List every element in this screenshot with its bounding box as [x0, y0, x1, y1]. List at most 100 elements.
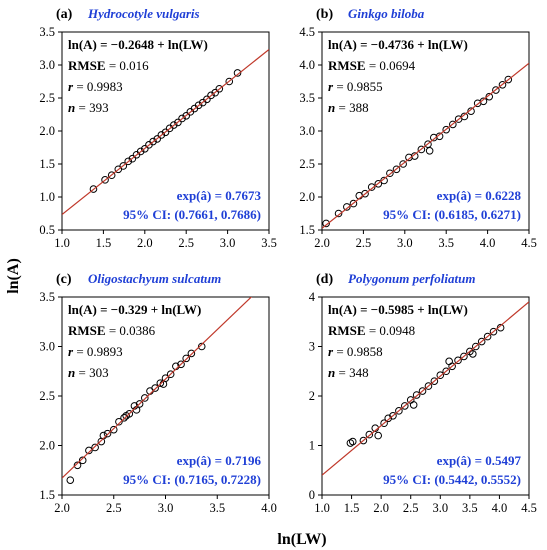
data-point [445, 357, 453, 366]
data-point [460, 352, 468, 361]
panel-d: 1.0 1.5 2.0 2.5 3.0 3.5 4.0 4.5 0 1 2 3 4(d) Polygonu… [309, 271, 537, 515]
data-point [166, 370, 175, 379]
data-point [177, 360, 185, 369]
data-point [135, 400, 144, 408]
data-point [418, 387, 427, 395]
data-point [141, 145, 149, 153]
y-tick-label: 2.0 [39, 124, 55, 138]
data-point [380, 419, 388, 428]
x-tick-label: 2.5 [106, 501, 122, 515]
data-point [435, 132, 444, 141]
x-tick-label: 2.5 [178, 236, 194, 250]
equation-label: ln(A) = −0.329 + ln(LW) [68, 302, 201, 317]
data-point [429, 133, 438, 142]
x-tick-label: 4.5 [521, 236, 537, 250]
x-axis-title: ln(LW) [277, 531, 326, 548]
species-title: Ginkgo biloba [348, 6, 425, 21]
data-point [442, 125, 451, 134]
y-tick-label: 2.5 [39, 389, 55, 403]
y-tick-label: 3.0 [39, 58, 55, 72]
rmse-label: RMSE = 0.0386 [68, 323, 156, 338]
data-point [91, 443, 99, 452]
y-tick-label: 4.5 [299, 25, 315, 39]
rmse-label: RMSE = 0.0948 [328, 323, 415, 338]
x-tick-label: 1.0 [314, 501, 330, 515]
x-tick-label: 2.0 [137, 236, 153, 250]
y-tick-label: 3.5 [39, 25, 55, 39]
x-tick-label: 2.0 [373, 501, 389, 515]
data-point [194, 101, 203, 110]
x-tick-label: 3.5 [438, 236, 454, 250]
fit-line [62, 297, 253, 479]
data-point [367, 183, 376, 191]
x-tick-label: 1.5 [344, 501, 360, 515]
data-point [405, 153, 413, 162]
x-tick-label: 3.5 [462, 501, 478, 515]
ci-label: 95% CI: (0.7165, 0.7228) [123, 472, 261, 487]
data-point [103, 429, 112, 438]
exp-label: exp(â) = 0.7673 [177, 188, 262, 203]
data-point [149, 137, 157, 146]
data-point [410, 152, 419, 160]
data-point [153, 135, 162, 143]
data-point [343, 203, 351, 211]
y-tick-label: 4.0 [299, 58, 315, 72]
y-tick-label: 2.0 [39, 439, 55, 453]
y-tick-label: 3.0 [39, 340, 55, 354]
x-tick-label: 1.0 [54, 236, 70, 250]
data-point [225, 77, 234, 86]
data-point [334, 209, 343, 218]
data-point [109, 425, 118, 434]
data-point [141, 394, 149, 402]
fit-line [322, 62, 529, 229]
data-point [85, 446, 93, 455]
y-tick-label: 1.5 [299, 223, 315, 237]
y-tick-label: 2.5 [39, 91, 55, 105]
data-point [361, 189, 369, 198]
panel-c: 2.0 2.5 3.0 3.5 4.01.52.02.53.03.5(c) Oligost… [39, 271, 276, 515]
data-point [498, 81, 507, 89]
n-label: n = 303 [68, 365, 109, 380]
r-label: r = 0.9893 [68, 344, 123, 359]
data-point [386, 169, 394, 178]
data-point [374, 431, 382, 440]
data-point [384, 414, 393, 423]
data-point [359, 436, 368, 445]
x-tick-label: 2.0 [314, 236, 330, 250]
fit-line [62, 49, 269, 215]
data-point [365, 430, 374, 439]
y-tick-label: 1.5 [39, 488, 55, 502]
data-point [399, 160, 407, 168]
r-label: r = 0.9855 [328, 79, 383, 94]
y-tick-label: 1 [309, 439, 315, 453]
data-point [215, 84, 224, 93]
data-point [485, 92, 494, 101]
equation-label: ln(A) = −0.5985 + ln(LW) [328, 302, 468, 317]
x-tick-label: 3.0 [220, 236, 236, 250]
n-label: n = 393 [68, 100, 109, 115]
x-tick-label: 1.5 [96, 236, 112, 250]
species-title: Hydrocotyle vulgaris [87, 6, 200, 21]
data-point [436, 371, 445, 380]
y-tick-label: 2.5 [299, 157, 315, 171]
data-point [161, 128, 170, 137]
data-point [197, 342, 206, 351]
y-axis-title: ln(A) [5, 258, 22, 294]
data-point [203, 95, 211, 104]
panel-letter: (a) [56, 7, 73, 22]
panel-a: 1.0 1.5 2.0 2.5 3.0 3.50.51.01.52.02.53.03.5(… [39, 6, 276, 250]
data-point [349, 199, 358, 208]
panel-letter: (b) [316, 7, 333, 22]
data-point [467, 107, 475, 115]
data-point [136, 147, 145, 156]
exp-label: exp(â) = 0.6228 [437, 188, 522, 203]
y-tick-label: 2 [309, 389, 315, 403]
y-tick-label: 0.5 [39, 223, 55, 237]
x-tick-label: 3.0 [432, 501, 448, 515]
r-label: r = 0.9983 [68, 79, 123, 94]
data-point [430, 377, 439, 385]
data-point [412, 391, 421, 399]
data-point [424, 382, 433, 390]
exp-label: exp(â) = 0.7196 [177, 453, 262, 468]
